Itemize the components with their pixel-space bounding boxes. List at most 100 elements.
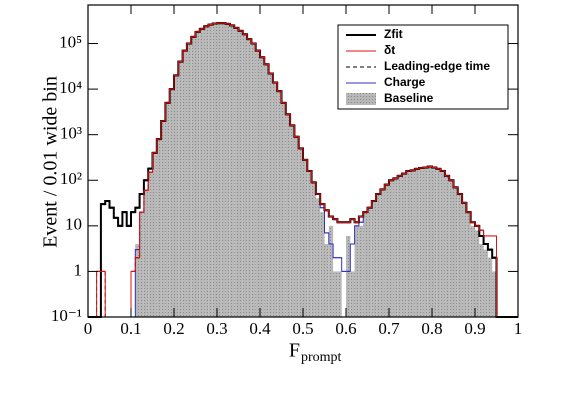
legend-label: Leading-edge time	[384, 59, 490, 73]
legend-label: Baseline	[384, 91, 434, 105]
histogram-bar	[384, 184, 389, 317]
x-tick-label: 0.6	[335, 319, 356, 338]
histogram-bar	[354, 225, 359, 317]
histogram-bar	[221, 23, 226, 318]
histogram-bar	[346, 235, 351, 317]
histogram-bar	[393, 178, 398, 317]
y-axis-label: Event / 0.01 wide bin	[40, 76, 62, 248]
histogram-bar	[234, 27, 239, 317]
x-tick-label: 0.7	[378, 319, 400, 338]
histogram-bar	[169, 89, 174, 317]
histogram-bar	[419, 167, 424, 317]
histogram-bar	[462, 202, 467, 317]
y-tick-label: 10	[65, 215, 82, 234]
histogram-bar	[165, 102, 170, 317]
histogram-bar	[320, 212, 325, 317]
x-tick-label: 0.2	[163, 319, 184, 338]
legend-swatch	[346, 93, 376, 105]
histogram-bar	[247, 39, 252, 318]
histogram-bar	[143, 190, 149, 317]
x-axis-label-subscript: prompt	[301, 350, 342, 365]
histogram-bar	[337, 271, 342, 317]
histogram-bar	[135, 243, 140, 317]
histogram-bar	[389, 180, 394, 317]
histogram-bar	[178, 61, 183, 318]
histogram-bar	[432, 167, 437, 317]
histogram-bar	[251, 43, 256, 317]
histogram-bar	[470, 225, 475, 317]
legend-label: δt	[384, 43, 395, 57]
histogram-bar	[410, 170, 415, 317]
histogram-bar	[475, 230, 480, 317]
histogram-bar	[298, 148, 303, 317]
histogram-bar	[466, 212, 471, 317]
y-tick-label: 1	[74, 260, 83, 279]
histogram-bar	[406, 170, 411, 317]
histogram-bar	[440, 170, 445, 317]
histogram-bar	[303, 159, 308, 317]
histogram-bar	[401, 173, 407, 317]
legend: Zfit δt Leading-edge time Charge Baseline	[337, 24, 509, 110]
histogram-bar	[492, 271, 497, 317]
x-tick-label: 0.1	[120, 319, 141, 338]
series-layer	[88, 22, 518, 318]
histogram-bar	[453, 187, 458, 317]
x-tick-label: 1	[514, 319, 523, 338]
histogram-bar	[272, 82, 278, 317]
histogram-bar	[427, 166, 432, 317]
x-tick-label: 0.8	[421, 319, 442, 338]
histogram-bar	[139, 212, 144, 317]
histogram-bar	[277, 91, 282, 317]
histogram-bar	[311, 182, 316, 317]
histogram-bar	[371, 201, 377, 317]
x-tick-label: 0.9	[464, 319, 485, 338]
histogram-bar	[350, 271, 355, 317]
y-tick-label: 10⁴	[59, 78, 82, 97]
histogram-bar	[268, 73, 273, 317]
histogram-bar	[242, 34, 248, 317]
histogram-bar	[324, 243, 329, 317]
legend-label: Charge	[384, 75, 426, 89]
histogram-bar	[195, 31, 200, 318]
histogram-bar	[255, 50, 260, 317]
histogram-bar	[152, 152, 157, 317]
histogram-bar	[161, 120, 166, 318]
histogram-bar	[483, 249, 488, 317]
histogram-bar	[315, 198, 321, 317]
y-tick-label: 10⁵	[59, 32, 82, 51]
y-tick-label: 10²	[60, 169, 82, 188]
histogram-bar	[174, 75, 179, 317]
histogram-bar	[204, 26, 209, 317]
histogram-bar	[457, 193, 463, 317]
histogram-bar	[436, 168, 441, 317]
histogram-bar	[333, 271, 338, 317]
histogram-bar	[487, 257, 493, 317]
histogram-bar	[328, 225, 334, 317]
y-tick-label: 10⁻¹	[51, 306, 82, 325]
x-tick-label: 0.5	[292, 319, 313, 338]
histogram-bar	[367, 207, 372, 317]
histogram-bar	[414, 168, 420, 317]
legend-label: Zfit	[384, 27, 403, 41]
x-tick-label: 0	[84, 319, 93, 338]
x-tick-label: 0.4	[249, 319, 271, 338]
histogram-bar	[260, 57, 265, 317]
histogram-bar	[229, 25, 235, 317]
histogram-bar	[423, 167, 428, 317]
histogram-bar	[217, 23, 222, 318]
histogram-bar	[285, 114, 291, 318]
histogram-bar	[191, 36, 196, 317]
histogram-bar	[376, 193, 381, 317]
histogram-bar	[208, 24, 213, 318]
histogram-bar	[307, 170, 312, 317]
histogram-bar	[212, 23, 217, 317]
histogram-bar	[182, 50, 187, 317]
y-tick-label: 10³	[60, 124, 82, 143]
histogram-bar	[156, 139, 162, 317]
histogram-bar	[363, 212, 368, 317]
histogram-bar	[358, 225, 364, 317]
histogram-bar	[281, 102, 286, 317]
histogram-bar	[148, 172, 153, 317]
histogram-bar	[449, 180, 454, 317]
histogram-bar	[186, 43, 192, 317]
